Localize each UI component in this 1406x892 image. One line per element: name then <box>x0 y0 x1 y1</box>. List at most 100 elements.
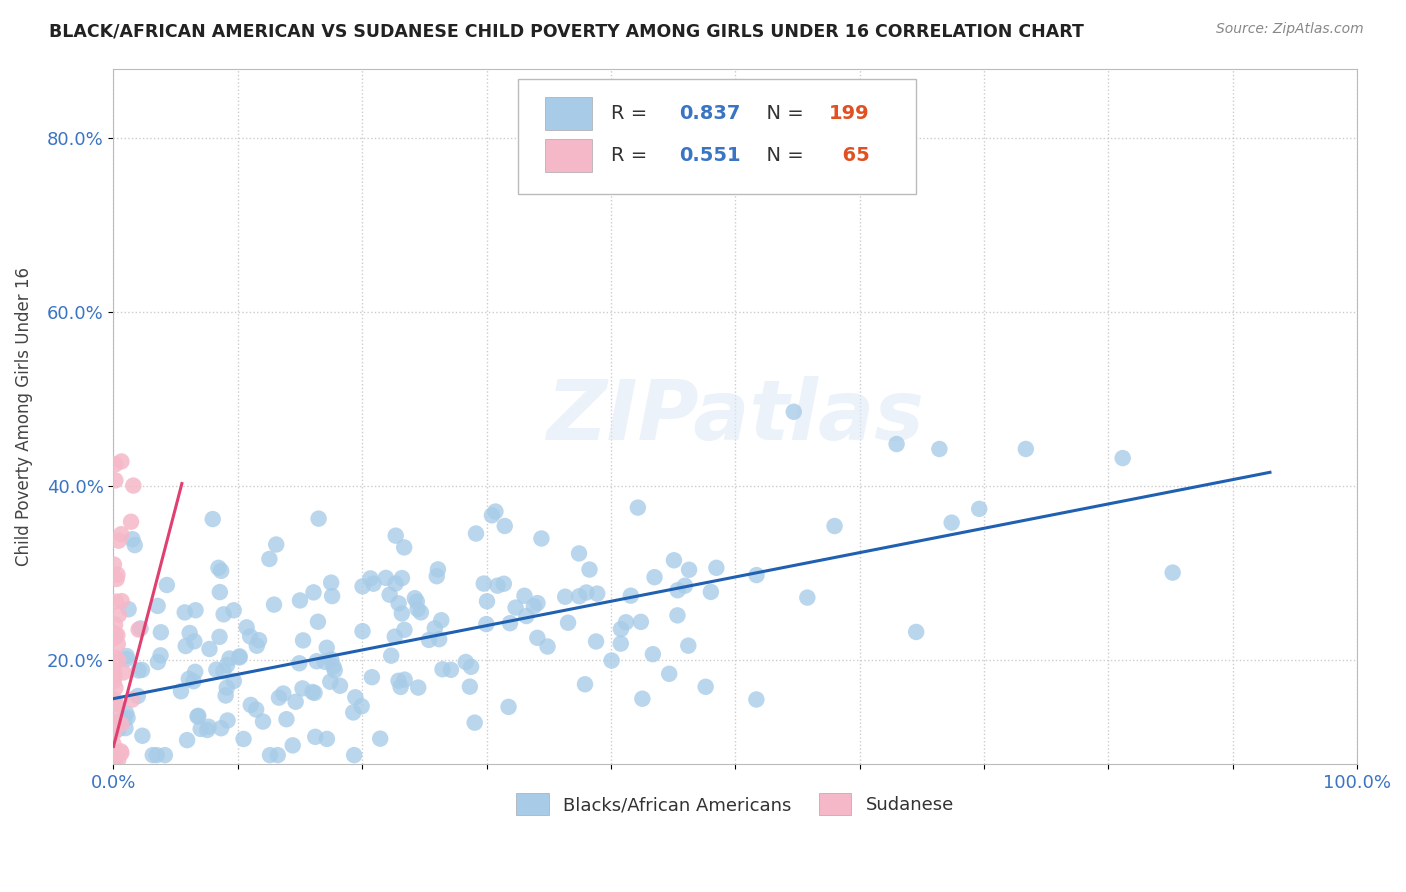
Point <box>458 680 481 694</box>
Point <box>103 737 125 751</box>
Point <box>104 651 127 665</box>
Point <box>112 665 135 680</box>
Point <box>304 686 326 700</box>
Point <box>131 663 153 677</box>
Point <box>117 711 139 725</box>
Point <box>107 653 129 667</box>
Point <box>131 729 153 743</box>
Text: ZIPatlas: ZIPatlas <box>547 376 924 457</box>
Point <box>321 575 343 590</box>
Point <box>305 654 328 668</box>
Point <box>432 662 454 676</box>
Point <box>409 605 432 619</box>
Text: 65: 65 <box>828 146 869 165</box>
Point <box>302 585 325 599</box>
Point <box>110 824 132 838</box>
Point <box>122 478 145 492</box>
Point <box>121 532 143 546</box>
Point <box>281 739 304 753</box>
Point <box>190 722 212 736</box>
Point <box>350 699 373 714</box>
Point <box>492 576 515 591</box>
Point <box>103 851 125 865</box>
Point <box>666 583 689 598</box>
Text: 0.837: 0.837 <box>679 104 741 123</box>
Point <box>176 733 198 747</box>
Point <box>499 616 522 631</box>
Point <box>267 748 290 763</box>
Point <box>374 571 396 585</box>
Point <box>578 563 600 577</box>
Point <box>1111 451 1133 466</box>
Y-axis label: Child Poverty Among Girls Under 16: Child Poverty Among Girls Under 16 <box>15 267 32 566</box>
Text: N =: N = <box>754 104 810 123</box>
Point <box>631 691 654 706</box>
Point <box>886 437 908 451</box>
Point <box>1015 442 1038 456</box>
Point <box>103 664 125 678</box>
Point <box>103 755 125 769</box>
Point <box>658 666 681 681</box>
Point <box>127 664 149 678</box>
Point <box>105 628 128 642</box>
Point <box>247 633 270 648</box>
Point <box>614 615 637 630</box>
Point <box>600 654 623 668</box>
Point <box>201 512 224 526</box>
Point <box>475 617 498 632</box>
Point <box>104 628 127 642</box>
Point <box>107 723 129 737</box>
Point <box>235 620 257 634</box>
Point <box>526 596 548 610</box>
Point <box>641 647 664 661</box>
FancyBboxPatch shape <box>546 139 592 172</box>
Point <box>127 689 149 703</box>
Point <box>941 516 963 530</box>
Point <box>170 684 193 698</box>
Point <box>104 474 127 488</box>
Point <box>110 746 132 760</box>
Point <box>195 723 218 737</box>
Point <box>228 649 250 664</box>
Point <box>209 564 232 578</box>
Point <box>322 659 344 673</box>
Point <box>515 609 537 624</box>
Point <box>389 680 412 694</box>
Point <box>394 623 416 637</box>
Point <box>329 679 352 693</box>
Point <box>218 651 240 665</box>
Point <box>465 526 488 541</box>
Point <box>104 696 127 710</box>
Point <box>259 552 281 566</box>
Text: N =: N = <box>754 146 810 165</box>
Point <box>128 623 150 637</box>
Point <box>103 749 125 764</box>
Point <box>321 589 343 603</box>
Point <box>288 657 311 671</box>
Point <box>104 681 127 695</box>
Point <box>207 561 229 575</box>
Point <box>745 692 768 706</box>
Point <box>301 685 323 699</box>
Point <box>208 585 231 599</box>
Point <box>700 585 723 599</box>
Point <box>387 673 409 688</box>
Point <box>745 568 768 582</box>
Point <box>103 810 125 824</box>
Point <box>783 405 806 419</box>
Point <box>107 533 129 548</box>
Point <box>304 730 326 744</box>
FancyBboxPatch shape <box>517 79 915 194</box>
Point <box>187 709 209 723</box>
Point <box>423 621 446 635</box>
Point <box>121 692 143 706</box>
Point <box>406 602 429 616</box>
Point <box>314 655 336 669</box>
Point <box>104 697 127 711</box>
Point <box>391 571 413 585</box>
Point <box>239 698 262 712</box>
Point <box>359 571 381 585</box>
Point <box>222 673 245 688</box>
Point <box>103 823 125 838</box>
Point <box>215 689 238 703</box>
